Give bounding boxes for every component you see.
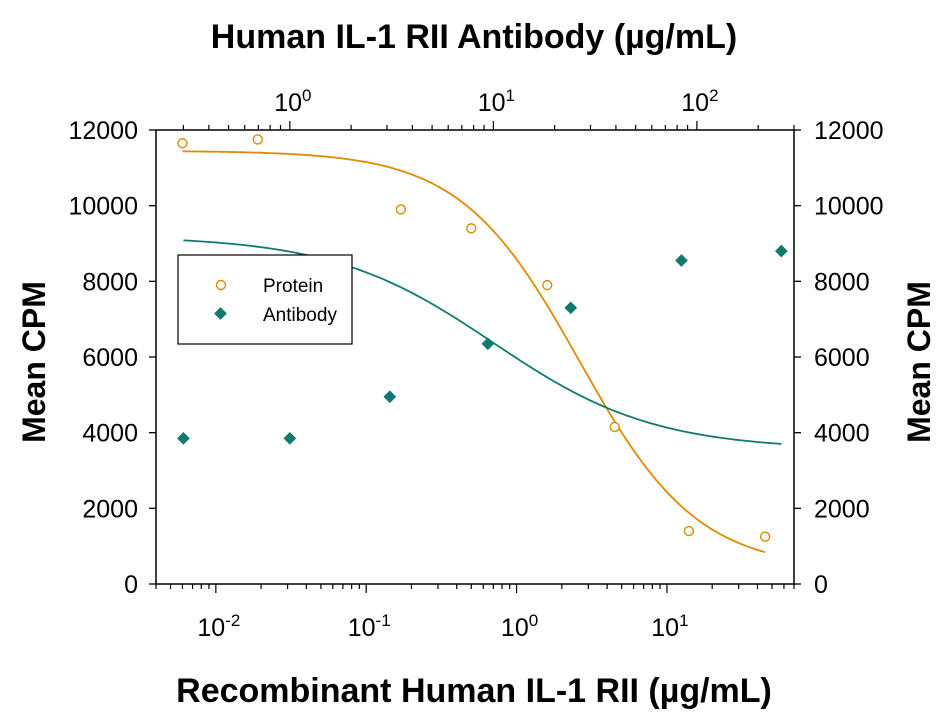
protein-point bbox=[177, 138, 188, 149]
top-x-axis: 100 101 102 bbox=[182, 86, 795, 130]
x-bottom-tick-label: 10-1 bbox=[348, 611, 391, 642]
legend-protein-label: Protein bbox=[263, 276, 323, 297]
antibody-point bbox=[177, 431, 190, 445]
left-y-axis: 0 2000 4000 6000 8000 10000 12000 bbox=[68, 117, 156, 599]
x-bottom-tick-label: 101 bbox=[651, 611, 688, 642]
x-top-tick-label: 102 bbox=[681, 86, 718, 117]
protein-point bbox=[609, 421, 620, 433]
antibody-fit-curve bbox=[183, 239, 782, 445]
left-axis-title: Mean CPM bbox=[16, 281, 52, 443]
legend-box bbox=[177, 254, 353, 345]
y-left-tick-label: 12000 bbox=[68, 117, 138, 145]
antibody-point bbox=[481, 337, 495, 351]
y-right-tick-label: 10000 bbox=[814, 193, 884, 221]
y-left-tick-label: 0 bbox=[124, 571, 138, 599]
antibody-point bbox=[774, 244, 788, 258]
legend-antibody-marker bbox=[214, 307, 227, 320]
y-left-tick-label: 10000 bbox=[68, 193, 138, 221]
legend-antibody-label: Antibody bbox=[263, 305, 337, 326]
antibody-point bbox=[383, 390, 397, 404]
top-axis-title: Human IL-1 RII Antibody (µg/mL) bbox=[211, 18, 737, 56]
x-top-tick-label: 101 bbox=[478, 86, 515, 117]
right-y-axis: 0 2000 4000 6000 8000 10000 12000 bbox=[794, 117, 884, 599]
legend: Protein Antibody bbox=[177, 254, 353, 345]
right-axis-title: Mean CPM bbox=[901, 281, 937, 443]
y-right-tick-label: 8000 bbox=[814, 268, 870, 296]
protein-point bbox=[466, 223, 477, 234]
y-right-tick-label: 6000 bbox=[814, 344, 870, 372]
x-bottom-tick-label: 10-2 bbox=[197, 611, 240, 642]
fit-curves bbox=[182, 150, 782, 554]
y-right-tick-label: 12000 bbox=[814, 117, 884, 145]
x-top-tick-label: 100 bbox=[274, 86, 311, 117]
protein-point bbox=[542, 279, 553, 291]
legend-protein-marker bbox=[215, 279, 227, 291]
y-left-tick-label: 6000 bbox=[82, 344, 138, 372]
bottom-axis-title: Recombinant Human IL-1 RII (µg/mL) bbox=[176, 672, 772, 710]
bottom-x-axis: 10-2 10-1 100 101 bbox=[155, 584, 795, 642]
antibody-point bbox=[675, 254, 688, 267]
y-right-tick-label: 2000 bbox=[814, 495, 870, 523]
antibody-point bbox=[564, 301, 578, 315]
y-left-tick-label: 8000 bbox=[82, 268, 138, 296]
plot-frame bbox=[155, 129, 795, 585]
protein-point bbox=[395, 204, 407, 215]
y-left-tick-label: 4000 bbox=[82, 420, 138, 448]
protein-point bbox=[252, 134, 263, 145]
y-right-tick-label: 4000 bbox=[814, 420, 870, 448]
x-bottom-tick-label: 100 bbox=[501, 611, 538, 642]
antibody-point bbox=[283, 431, 297, 445]
y-right-tick-label: 0 bbox=[814, 571, 828, 599]
protein-point bbox=[683, 525, 695, 537]
protein-fit-curve bbox=[182, 150, 766, 554]
data-points bbox=[177, 134, 788, 542]
y-left-tick-label: 2000 bbox=[82, 495, 138, 523]
protein-point bbox=[759, 531, 771, 542]
